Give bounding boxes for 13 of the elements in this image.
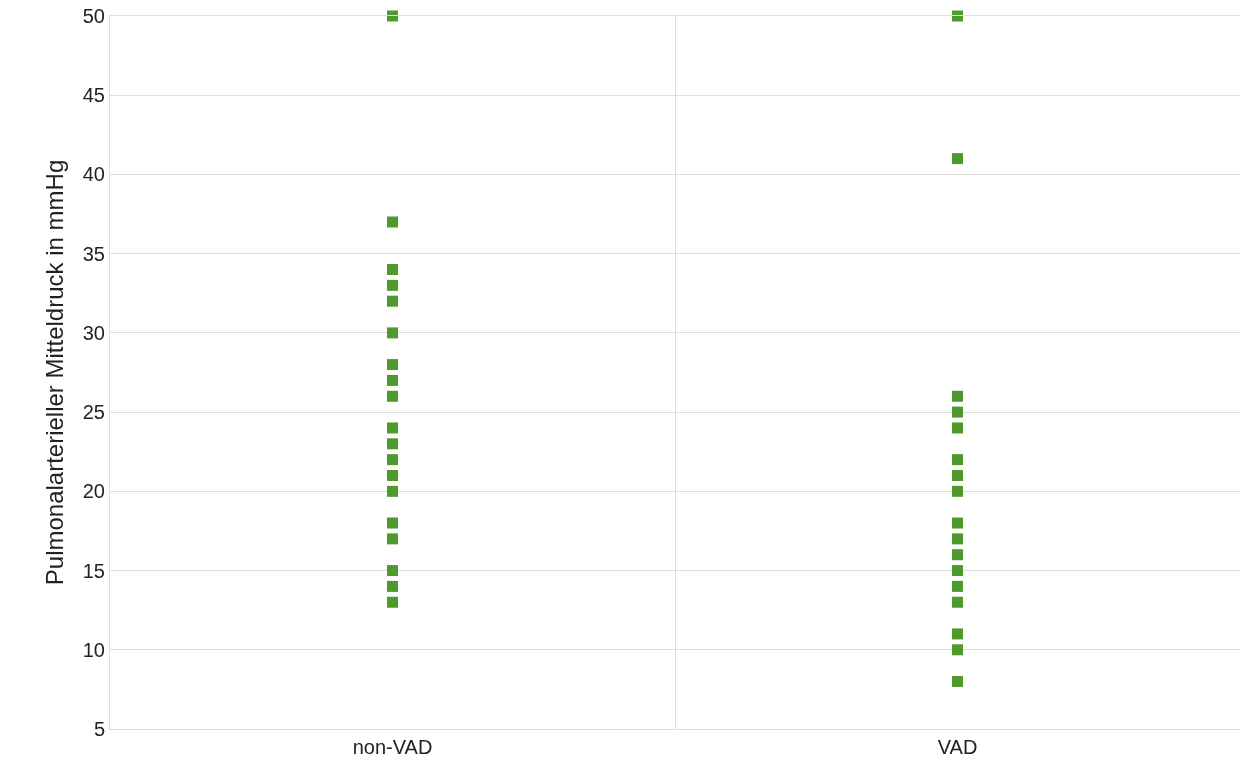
y-tick-label: 20 <box>82 480 105 503</box>
y-tick-label: 5 <box>93 718 105 740</box>
y-tick-label: 10 <box>82 638 105 661</box>
x-tick-label: VAD <box>937 736 978 758</box>
y-tick-label: 35 <box>82 242 105 265</box>
y-tick-label: 45 <box>82 84 105 107</box>
y-tick-label: 15 <box>82 559 105 582</box>
y-tick-label: 25 <box>82 401 105 424</box>
x-tick-label: non-VAD <box>352 736 433 758</box>
y-tick-label: 50 <box>82 5 105 27</box>
y-axis-title: Pulmonalarterieller Mitteldruck in mmHg <box>40 159 68 586</box>
y-tick-label: 30 <box>82 321 105 344</box>
y-tick-label: 40 <box>82 163 105 186</box>
